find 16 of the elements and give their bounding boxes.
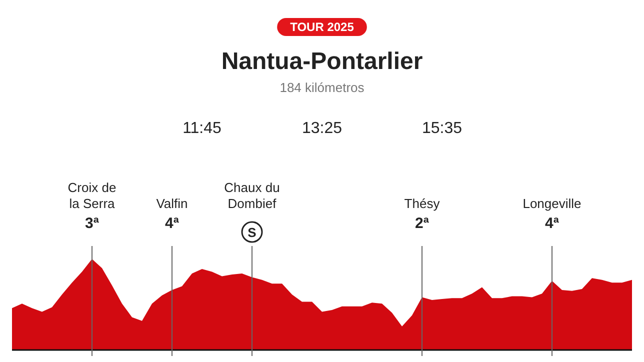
x-tick-label: Valfin bbox=[156, 196, 188, 211]
chart-subtitle: 184 kilómetros bbox=[280, 80, 365, 95]
text: 15:35 bbox=[422, 120, 462, 137]
text: 2ª bbox=[415, 215, 430, 232]
x-tick-label: Croix de la Serra bbox=[68, 180, 116, 211]
text: 4ª bbox=[165, 215, 180, 232]
text: TOUR 2025 bbox=[290, 20, 354, 34]
chart-title: Nantua-Pontarlier bbox=[221, 48, 423, 75]
x-tick-label: Thésy bbox=[404, 196, 440, 211]
x-tick-label: Chaux du Dombief bbox=[224, 180, 280, 211]
text: S bbox=[248, 225, 257, 240]
x-tick-label: Longeville bbox=[522, 196, 582, 211]
text: 13:25 bbox=[302, 120, 342, 137]
text: 11:45 bbox=[182, 120, 222, 137]
text: 4ª bbox=[545, 215, 560, 232]
text: 3ª bbox=[85, 215, 100, 232]
